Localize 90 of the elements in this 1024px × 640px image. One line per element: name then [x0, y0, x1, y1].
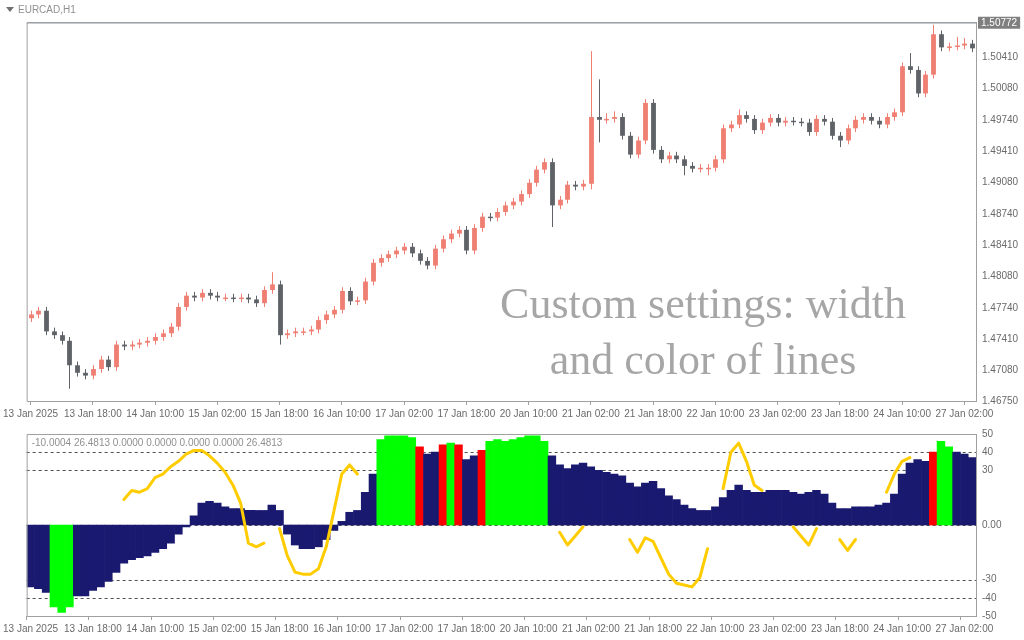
x-tick-label: 20 Jan 10:00	[499, 407, 558, 419]
candlestick	[433, 244, 438, 270]
candlestick	[472, 223, 477, 255]
candlestick	[363, 277, 368, 305]
candlestick	[752, 114, 757, 135]
candlestick	[534, 165, 539, 188]
bar	[454, 444, 463, 526]
chart-title: EURCAD,H1	[18, 3, 77, 15]
x-tick-label: 22 Jan 10:00	[686, 622, 745, 634]
y-tick-label: 1.46750	[982, 394, 1019, 406]
annotation: Custom settings: width and color of lines	[500, 278, 906, 384]
y-tick-label: 1.50410	[982, 50, 1019, 62]
x-tick-label: 16 Jan 10:00	[312, 407, 372, 419]
x-tick-label: 15 Jan 02:00	[188, 622, 247, 634]
candlestick	[270, 271, 275, 295]
candlestick	[464, 225, 469, 255]
y-tick-label: 1.47080	[982, 363, 1019, 375]
y-tick-label: -50	[982, 609, 997, 621]
y-tick-label: 30	[982, 464, 994, 476]
x-tick-label: 21 Jan 02:00	[561, 622, 621, 634]
y-tick-label: 1.49080	[982, 175, 1019, 187]
x-tick-label: 17 Jan 18:00	[437, 407, 496, 419]
x-tick-label: 13 Jan 18:00	[63, 622, 123, 634]
x-tick-label: 23 Jan 02:00	[748, 622, 807, 634]
y-tick-label: 0.00	[982, 518, 1002, 530]
ref-line-label: 1.50772	[981, 16, 1018, 28]
y-tick-label: 40	[982, 445, 994, 457]
x-tick-label: 23 Jan 02:00	[748, 407, 807, 419]
x-tick-label: 27 Jan 02:00	[935, 407, 994, 419]
y-tick-label: 1.47740	[982, 301, 1019, 313]
bar	[415, 446, 424, 526]
candlestick	[114, 340, 119, 372]
y-tick-label: 1.47410	[982, 332, 1019, 344]
candlestick	[565, 180, 570, 205]
candlestick	[830, 117, 835, 141]
x-tick-label: 21 Jan 18:00	[624, 407, 683, 419]
candlestick	[636, 136, 641, 159]
candlestick	[916, 65, 921, 98]
candlestick	[682, 155, 687, 176]
y-tick-label: 1.48410	[982, 238, 1019, 250]
x-tick-label: 23 Jan 18:00	[810, 622, 870, 634]
y-tick-label: 1.48080	[982, 269, 1019, 281]
candlestick	[939, 29, 944, 52]
candlestick	[480, 212, 485, 233]
x-tick-label: 23 Jan 18:00	[810, 407, 870, 419]
y-tick-label: 50	[982, 427, 994, 439]
y-tick-label: 1.49410	[982, 144, 1019, 156]
candlestick	[44, 306, 49, 336]
x-tick-label: 24 Jan 10:00	[873, 407, 932, 419]
candlestick	[737, 108, 742, 129]
x-tick-label: 14 Jan 10:00	[126, 407, 185, 419]
y-tick-label: 1.48740	[982, 207, 1019, 219]
candlestick	[846, 124, 851, 145]
x-tick-label: 17 Jan 18:00	[437, 622, 496, 634]
bar	[438, 444, 448, 526]
x-tick-label: 24 Jan 10:00	[873, 622, 932, 634]
x-tick-label: 13 Jan 2025	[3, 407, 59, 419]
x-tick-label: 22 Jan 10:00	[686, 407, 745, 419]
candlestick	[184, 291, 189, 312]
x-tick-label: 21 Jan 02:00	[561, 407, 621, 419]
candlestick	[340, 286, 345, 315]
x-tick-label: 20 Jan 10:00	[499, 622, 558, 634]
y-tick-label: 1.50080	[982, 81, 1019, 93]
x-tick-label: 16 Jan 10:00	[312, 622, 372, 634]
y-tick-label: -40	[982, 591, 997, 603]
candlestick	[814, 114, 819, 137]
x-tick-label: 13 Jan 2025	[3, 622, 59, 634]
candlestick	[176, 302, 181, 331]
x-tick-label: 17 Jan 02:00	[375, 622, 434, 634]
bar	[928, 451, 938, 526]
candlestick	[620, 112, 625, 141]
x-tick-label: 15 Jan 18:00	[250, 407, 309, 419]
candlestick	[612, 110, 617, 124]
y-tick-label: -30	[982, 573, 997, 585]
x-tick-label: 21 Jan 18:00	[624, 622, 683, 634]
annotation: -10.0004 26.4813 0.0000 0.0000 0.0000 0.0000 26.4813	[31, 436, 283, 448]
candlestick	[262, 285, 267, 308]
y-tick-label: 1.49740	[982, 113, 1019, 125]
candlestick	[923, 70, 928, 98]
x-tick-label: 15 Jan 18:00	[250, 622, 309, 634]
candlestick	[908, 52, 913, 75]
x-tick-label: 15 Jan 02:00	[188, 407, 247, 419]
candlestick	[628, 131, 633, 159]
x-tick-label: 17 Jan 02:00	[375, 407, 434, 419]
candlestick	[371, 258, 376, 286]
x-tick-label: 14 Jan 10:00	[126, 622, 185, 634]
candlestick	[527, 178, 532, 199]
x-tick-label: 27 Jan 02:00	[935, 622, 994, 634]
candlestick	[597, 78, 602, 143]
x-tick-label: 13 Jan 18:00	[63, 407, 123, 419]
